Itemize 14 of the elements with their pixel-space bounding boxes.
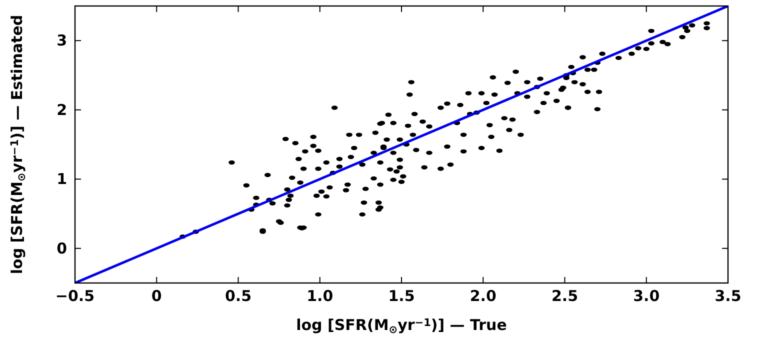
x-axis-title: log [SFR(M$_{⊙}$yr$^{−1}$)] — True [296,316,507,336]
x-tick-label: 3.5 [714,287,742,305]
y-tick-label: 2 [56,100,67,119]
y-tick-label: 0 [56,239,67,258]
x-tick-label: 2.5 [551,287,578,305]
x-tick-label: 2.0 [470,287,496,305]
x-tick-label: 1.5 [388,287,415,305]
x-tick-label: 0 [151,287,162,305]
x-tick-label: 3.0 [633,287,660,305]
x-tick-label: 1.0 [306,287,334,305]
y-tick-label: 1 [56,170,67,188]
x-tick-label: −0.5 [55,287,95,305]
x-tick-label: 0.5 [224,287,252,305]
y-tick-label: 3 [56,32,67,50]
